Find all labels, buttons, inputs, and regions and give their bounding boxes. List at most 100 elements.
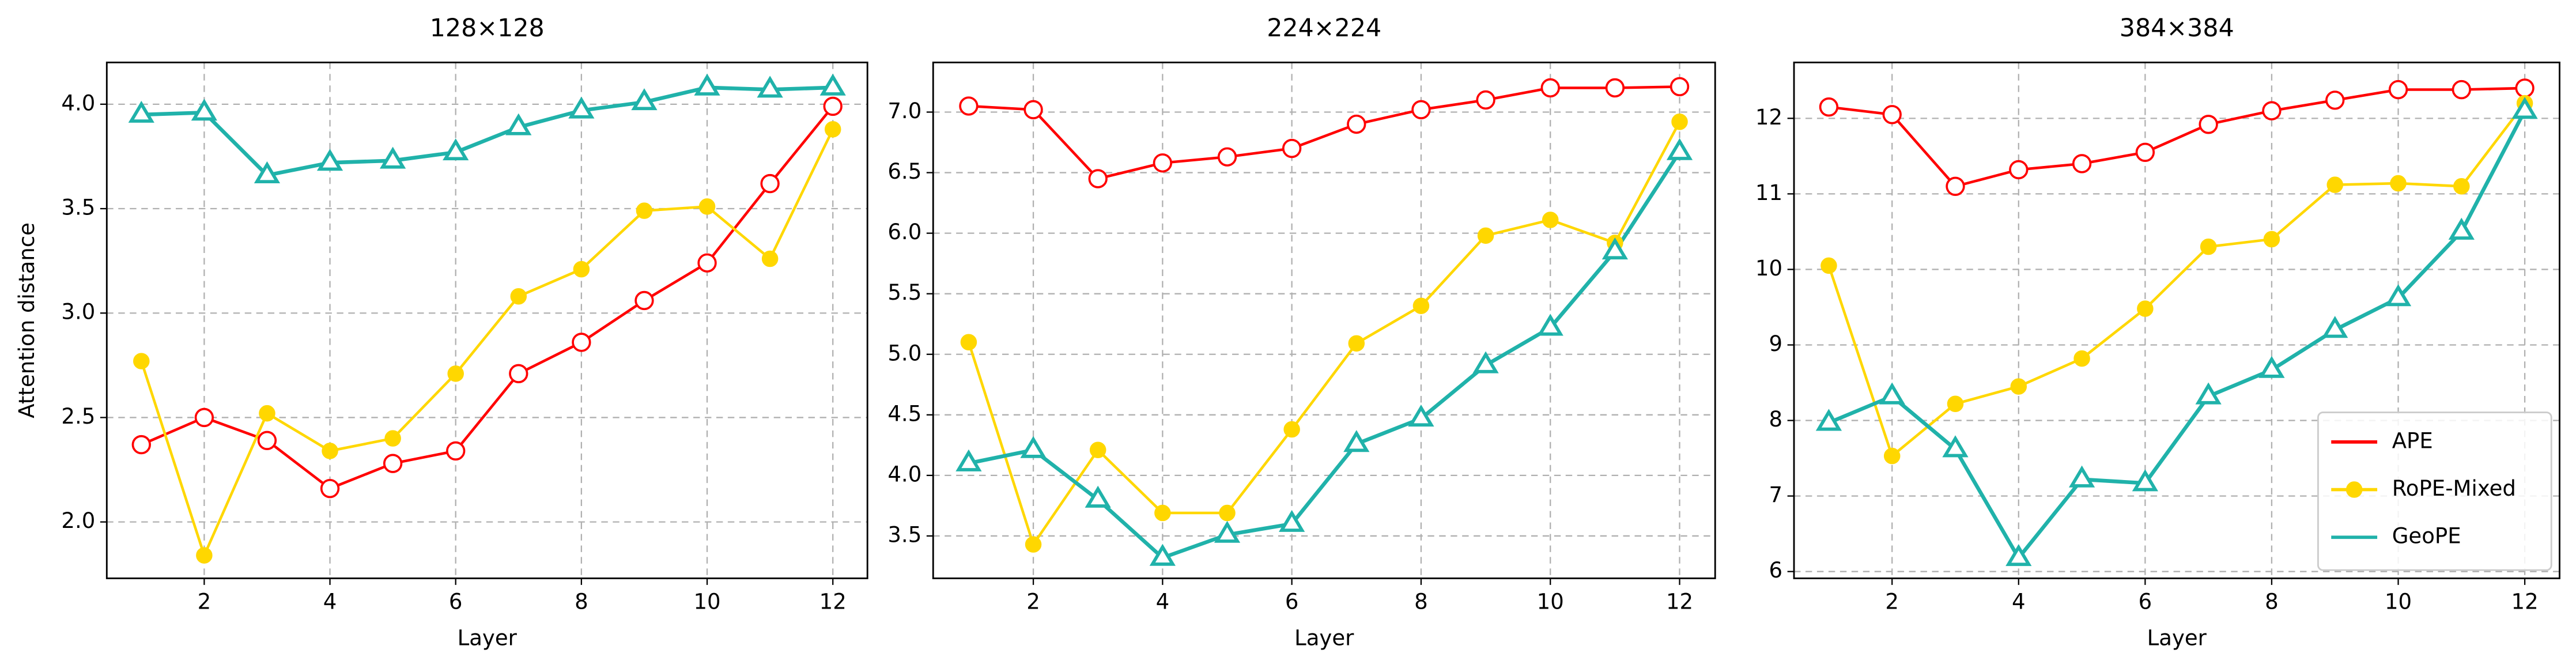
marker [1946,176,1965,196]
marker [2195,382,2222,405]
marker [2135,142,2155,162]
marker [1347,114,1366,134]
x-tick-label: 6 [449,590,463,614]
marker [133,353,150,369]
marker [697,253,717,273]
x-tick-label: 10 [1537,590,1564,614]
y-tick-label: 3.0 [61,300,95,324]
marker [447,365,464,382]
subplot-title: 128×128 [430,14,545,43]
y-tick-label: 7.0 [887,99,921,123]
y-tick-label: 6.5 [887,159,921,184]
x-tick-label: 12 [2511,590,2539,614]
marker [1149,543,1176,566]
marker [2322,316,2348,338]
marker [446,441,466,461]
series-line [1829,86,2525,188]
y-tick-label: 5.0 [887,341,921,365]
marker [2388,80,2408,100]
series-line [967,121,1681,548]
y-axis-label: Attention distance [14,222,39,418]
subplot-title: 224×224 [1267,14,1381,43]
marker [1279,509,1305,532]
marker [1343,430,1370,452]
marker [2009,160,2029,180]
marker [2345,481,2363,498]
marker [1282,138,1302,158]
marker [194,407,214,428]
marker [1537,314,1563,336]
marker [510,288,527,305]
series-line [140,129,834,560]
marker [1412,297,1430,314]
marker [2263,231,2280,248]
subplot: 128×128 2 4 6 8 10 12 2.0 2.5 3.0 3.5 4.0 Layer Atten… [14,14,868,650]
series-line [141,105,834,490]
marker [1023,100,1043,119]
marker [2005,543,2032,567]
marker [1219,504,1236,522]
y-tick-label: 5.5 [887,280,921,305]
marker [1088,169,1108,188]
y-tick-label: 8 [1769,407,1783,432]
marker [380,146,406,169]
marker [2511,97,2538,119]
x-tick-label: 10 [693,590,720,614]
plot-frame [105,61,868,579]
marker [2199,115,2218,134]
marker [383,454,403,473]
marker [573,261,590,278]
y-tick-label: 2.5 [61,404,95,429]
marker [1408,405,1434,427]
marker [1883,447,1901,465]
y-tick-label: 4.0 [887,462,921,486]
x-tick-label: 4 [2012,590,2026,614]
marker [2137,300,2154,317]
marker [1942,435,1969,458]
marker [698,198,716,215]
subplot-title: 384×384 [2120,14,2234,43]
marker [1348,335,1365,352]
marker [505,113,532,135]
marker [1879,382,1905,405]
marker [1154,504,1171,522]
marker [1540,78,1560,98]
marker [322,443,338,459]
legend: APE RoPE-Mixed GeoPE [2317,411,2552,571]
marker [636,202,653,219]
plot-frame [932,61,1716,579]
series-line [1827,102,2526,459]
y-tick-label: 4.0 [61,90,95,115]
marker [634,290,654,311]
y-tick-label: 12 [1755,105,1782,130]
x-tick-label: 8 [1414,590,1428,614]
marker [819,73,846,96]
marker [960,334,977,350]
marker [1542,212,1559,228]
plot-frame [1793,61,2560,579]
x-tick-label: 12 [1666,590,1693,614]
x-tick-label: 8 [575,590,588,614]
y-tick-label: 9 [1769,331,1783,356]
marker [191,99,217,121]
x-tick-label: 10 [2385,590,2412,614]
marker [1214,520,1241,543]
marker [1089,441,1106,459]
marker [2453,178,2470,195]
marker [2072,154,2092,173]
marker [128,100,154,123]
series-line [968,151,1682,560]
x-tick-label: 4 [1156,590,1170,614]
marker [1020,436,1047,458]
x-tick-label: 12 [819,590,847,614]
marker [2390,175,2407,192]
y-tick-label: 3.5 [887,522,921,547]
x-tick-label: 4 [323,590,337,614]
marker [761,250,779,267]
x-tick-label: 2 [198,590,211,614]
marker [2326,176,2343,193]
marker [1815,409,1842,431]
marker [955,449,982,471]
legend-box [2317,411,2552,571]
